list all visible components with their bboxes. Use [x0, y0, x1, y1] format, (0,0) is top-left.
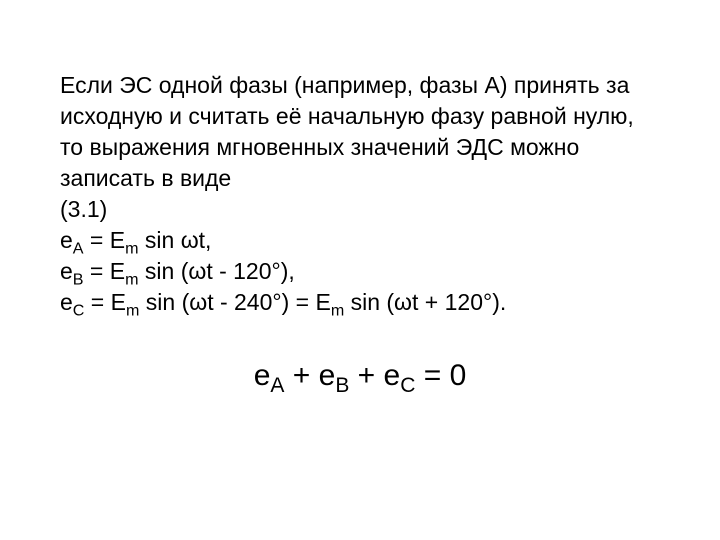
eqB-lhs-sub: B [73, 271, 84, 289]
eqC-rhs-prefix: = E [84, 289, 126, 315]
sum-t4: = 0 [415, 359, 466, 392]
intro-paragraph: Если ЭС одной фазы (например, фазы А) пр… [60, 70, 660, 194]
sum-equation: eA + eB + eC = 0 [60, 356, 660, 397]
sum-s3: C [400, 374, 415, 397]
sum-s1: A [270, 374, 284, 397]
eqB-lhs-base: e [60, 258, 73, 284]
sum-t3: + e [349, 359, 400, 392]
eqC-rhs-mid: sin (ωt - 240°) = E [139, 289, 330, 315]
sum-t1: e [254, 359, 271, 392]
eqC-rhs-sub2: m [331, 302, 344, 320]
eqB-rhs-prefix: = E [84, 258, 126, 284]
equation-number: (3.1) [60, 194, 660, 225]
eqC-lhs-sub: C [73, 302, 85, 320]
eqC-lhs-base: e [60, 289, 73, 315]
equation-phase-c: eC = Em sin (ωt - 240°) = Em sin (ωt + 1… [60, 287, 660, 318]
equation-phase-a: eA = Em sin ωt, [60, 225, 660, 256]
eqC-rhs-sub1: m [126, 302, 139, 320]
eqA-lhs-base: e [60, 227, 73, 253]
eqA-rhs-prefix: = E [84, 227, 126, 253]
eqB-rhs-mid: sin (ωt - 120°), [139, 258, 295, 284]
eqA-lhs-sub: A [73, 240, 84, 258]
sum-s2: B [335, 374, 349, 397]
eqA-rhs-sub1: m [125, 240, 138, 258]
equation-phase-b: eB = Em sin (ωt - 120°), [60, 256, 660, 287]
sum-t2: + e [284, 359, 335, 392]
eqA-rhs-mid: sin ωt, [139, 227, 212, 253]
eqB-rhs-sub1: m [125, 271, 138, 289]
eqC-rhs-tail: sin (ωt + 120°). [344, 289, 506, 315]
document-body: Если ЭС одной фазы (например, фазы А) пр… [60, 70, 660, 427]
